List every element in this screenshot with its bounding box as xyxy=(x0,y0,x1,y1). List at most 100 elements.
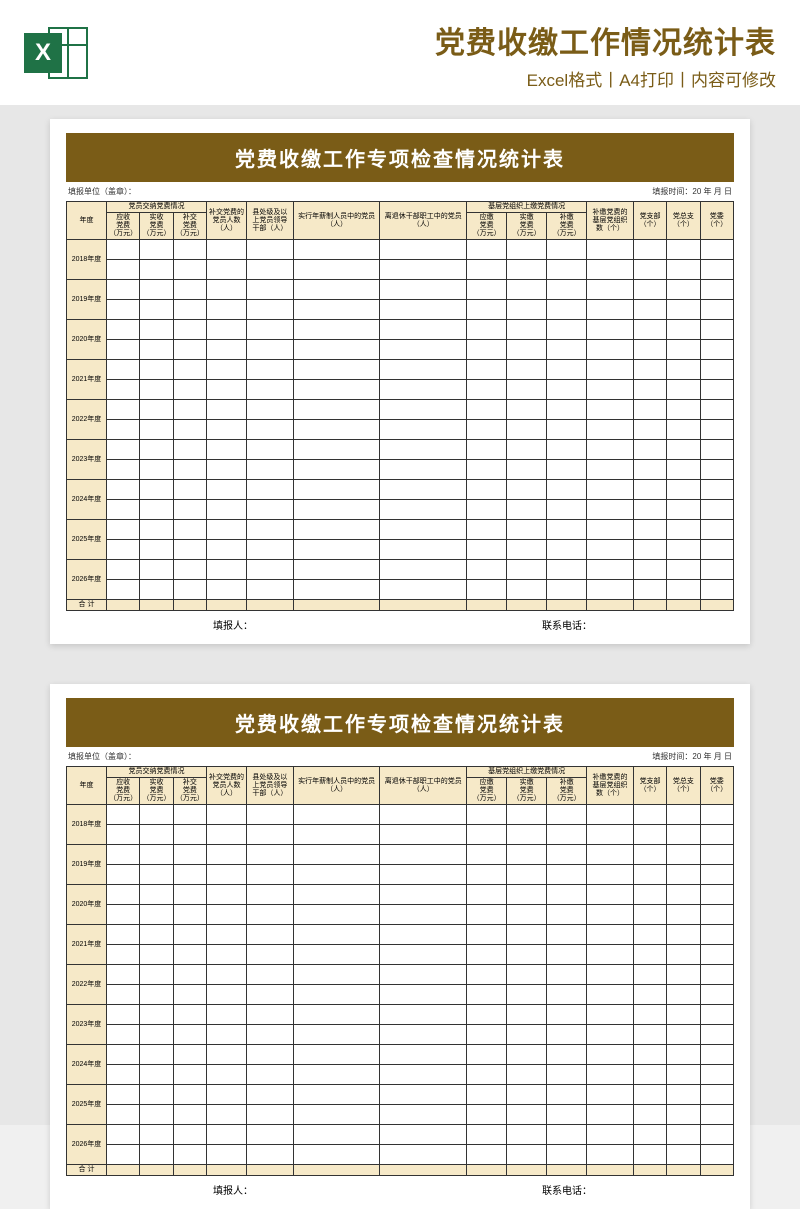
data-cell[interactable] xyxy=(667,580,700,600)
data-cell[interactable] xyxy=(107,420,140,440)
data-cell[interactable] xyxy=(173,805,206,825)
data-cell[interactable] xyxy=(633,825,666,845)
data-cell[interactable] xyxy=(140,1085,173,1105)
data-cell[interactable] xyxy=(140,560,173,580)
data-cell[interactable] xyxy=(173,340,206,360)
data-cell[interactable] xyxy=(140,885,173,905)
data-cell[interactable] xyxy=(380,1085,467,1105)
data-cell[interactable] xyxy=(107,1065,140,1085)
data-cell[interactable] xyxy=(667,965,700,985)
data-cell[interactable] xyxy=(587,460,634,480)
data-cell[interactable] xyxy=(547,360,587,380)
data-cell[interactable] xyxy=(587,1145,634,1165)
data-cell[interactable] xyxy=(700,540,733,560)
data-cell[interactable] xyxy=(507,540,547,560)
data-cell[interactable] xyxy=(247,240,294,260)
data-cell[interactable] xyxy=(507,400,547,420)
data-cell[interactable] xyxy=(547,925,587,945)
data-cell[interactable] xyxy=(173,1025,206,1045)
data-cell[interactable] xyxy=(207,260,247,280)
data-cell[interactable] xyxy=(587,1025,634,1045)
data-cell[interactable] xyxy=(107,340,140,360)
data-cell[interactable] xyxy=(380,965,467,985)
data-cell[interactable] xyxy=(140,480,173,500)
data-cell[interactable] xyxy=(380,360,467,380)
data-cell[interactable] xyxy=(207,825,247,845)
data-cell[interactable] xyxy=(547,240,587,260)
data-cell[interactable] xyxy=(293,440,380,460)
data-cell[interactable] xyxy=(293,1125,380,1145)
data-cell[interactable] xyxy=(633,360,666,380)
data-cell[interactable] xyxy=(207,320,247,340)
data-cell[interactable] xyxy=(467,420,507,440)
data-cell[interactable] xyxy=(140,460,173,480)
data-cell[interactable] xyxy=(547,1105,587,1125)
data-cell[interactable] xyxy=(547,560,587,580)
data-cell[interactable] xyxy=(173,905,206,925)
data-cell[interactable] xyxy=(173,440,206,460)
data-cell[interactable] xyxy=(633,945,666,965)
data-cell[interactable] xyxy=(507,420,547,440)
data-cell[interactable] xyxy=(667,845,700,865)
data-cell[interactable] xyxy=(380,320,467,340)
data-cell[interactable] xyxy=(507,260,547,280)
data-cell[interactable] xyxy=(507,885,547,905)
data-cell[interactable] xyxy=(700,825,733,845)
data-cell[interactable] xyxy=(467,1125,507,1145)
data-cell[interactable] xyxy=(380,440,467,460)
data-cell[interactable] xyxy=(107,260,140,280)
data-cell[interactable] xyxy=(667,380,700,400)
data-cell[interactable] xyxy=(293,965,380,985)
data-cell[interactable] xyxy=(247,945,294,965)
data-cell[interactable] xyxy=(247,580,294,600)
data-cell[interactable] xyxy=(173,360,206,380)
data-cell[interactable] xyxy=(207,520,247,540)
data-cell[interactable] xyxy=(507,1145,547,1165)
data-cell[interactable] xyxy=(140,1045,173,1065)
data-cell[interactable] xyxy=(380,340,467,360)
data-cell[interactable] xyxy=(207,805,247,825)
data-cell[interactable] xyxy=(700,580,733,600)
data-cell[interactable] xyxy=(207,1145,247,1165)
data-cell[interactable] xyxy=(507,300,547,320)
data-cell[interactable] xyxy=(107,1145,140,1165)
data-cell[interactable] xyxy=(633,805,666,825)
data-cell[interactable] xyxy=(247,1125,294,1145)
data-cell[interactable] xyxy=(293,885,380,905)
data-cell[interactable] xyxy=(140,360,173,380)
data-cell[interactable] xyxy=(247,965,294,985)
data-cell[interactable] xyxy=(107,925,140,945)
data-cell[interactable] xyxy=(587,1125,634,1145)
data-cell[interactable] xyxy=(547,1145,587,1165)
data-cell[interactable] xyxy=(380,845,467,865)
data-cell[interactable] xyxy=(293,260,380,280)
data-cell[interactable] xyxy=(207,1125,247,1145)
data-cell[interactable] xyxy=(107,1025,140,1045)
data-cell[interactable] xyxy=(107,905,140,925)
data-cell[interactable] xyxy=(547,320,587,340)
data-cell[interactable] xyxy=(293,1045,380,1065)
data-cell[interactable] xyxy=(633,1025,666,1045)
data-cell[interactable] xyxy=(587,925,634,945)
data-cell[interactable] xyxy=(700,560,733,580)
data-cell[interactable] xyxy=(173,925,206,945)
data-cell[interactable] xyxy=(380,540,467,560)
data-cell[interactable] xyxy=(107,320,140,340)
data-cell[interactable] xyxy=(467,280,507,300)
data-cell[interactable] xyxy=(700,1065,733,1085)
data-cell[interactable] xyxy=(207,460,247,480)
data-cell[interactable] xyxy=(107,885,140,905)
data-cell[interactable] xyxy=(173,240,206,260)
data-cell[interactable] xyxy=(140,520,173,540)
data-cell[interactable] xyxy=(700,1125,733,1145)
data-cell[interactable] xyxy=(173,500,206,520)
data-cell[interactable] xyxy=(293,1025,380,1045)
data-cell[interactable] xyxy=(140,1105,173,1125)
data-cell[interactable] xyxy=(547,845,587,865)
data-cell[interactable] xyxy=(140,985,173,1005)
data-cell[interactable] xyxy=(140,1005,173,1025)
data-cell[interactable] xyxy=(247,260,294,280)
data-cell[interactable] xyxy=(507,520,547,540)
data-cell[interactable] xyxy=(107,1005,140,1025)
data-cell[interactable] xyxy=(173,1045,206,1065)
